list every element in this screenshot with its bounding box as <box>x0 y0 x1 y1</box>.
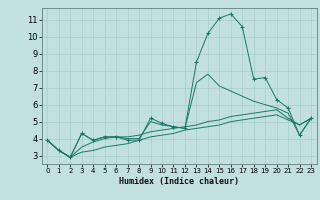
X-axis label: Humidex (Indice chaleur): Humidex (Indice chaleur) <box>119 177 239 186</box>
